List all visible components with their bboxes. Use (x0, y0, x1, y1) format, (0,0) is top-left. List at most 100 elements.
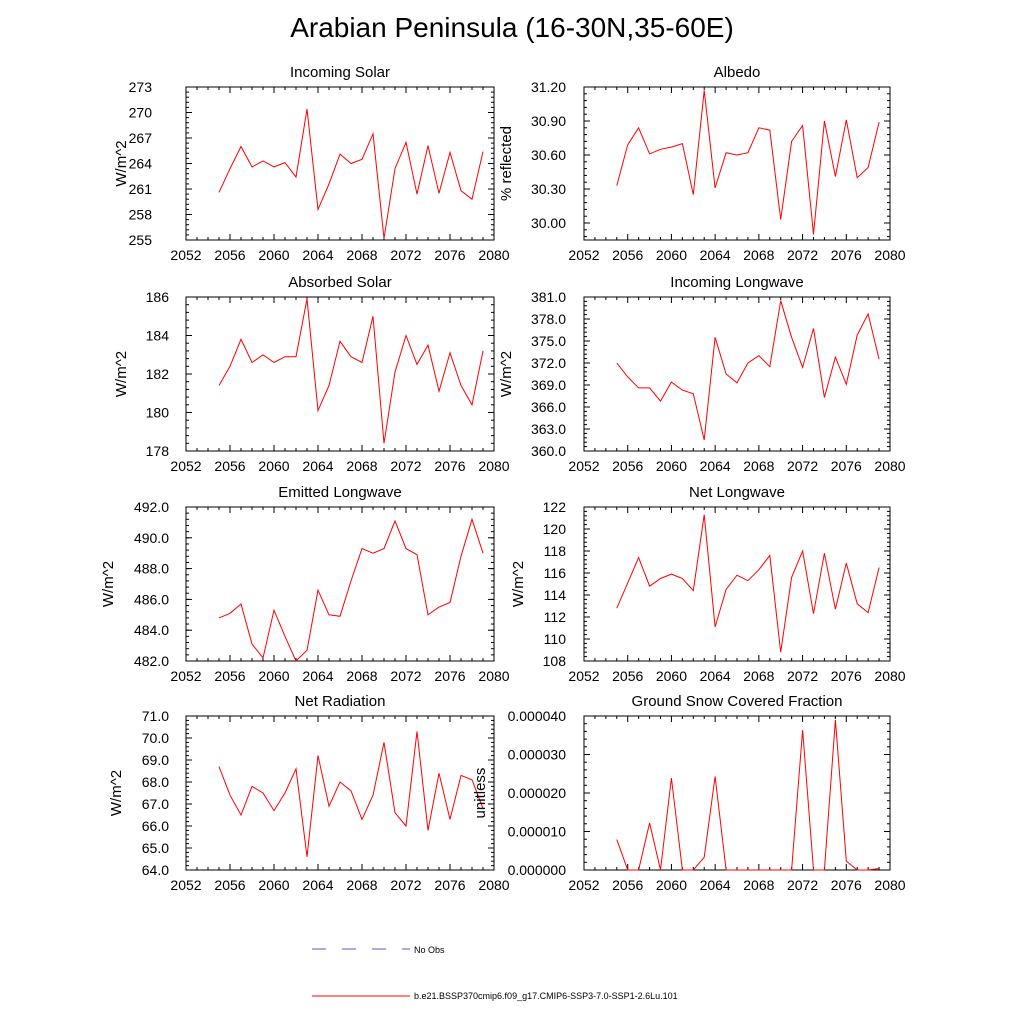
series-line (616, 90, 880, 235)
plot-frame (583, 715, 891, 871)
y-tick-label: 258 (129, 207, 153, 223)
x-tick-label: 2060 (656, 668, 687, 684)
y-tick-label: 488.0 (134, 561, 169, 577)
y-tick-label: 0.000000 (508, 862, 567, 878)
x-tick-label: 2068 (743, 247, 774, 263)
x-tick-label: 2072 (390, 247, 421, 263)
plot-frame (583, 506, 891, 662)
y-tick-label: 492.0 (134, 499, 169, 515)
x-tick-label: 2076 (434, 877, 465, 893)
x-tick-label: 2080 (478, 458, 509, 474)
x-tick-label: 2076 (831, 877, 862, 893)
plot-frame (583, 296, 891, 452)
y-tick-label: 68.0 (142, 774, 169, 790)
x-tick-label: 2052 (568, 668, 599, 684)
legend: No Obs b.e21.BSSP370cmip6.f09_g17.CMIP6-S… (312, 945, 678, 1001)
y-tick-label: 378.0 (531, 311, 566, 327)
x-tick-label: 2052 (170, 247, 201, 263)
y-tick-label: 267 (129, 130, 153, 146)
y-tick-label: 122 (543, 499, 567, 515)
figure-title: Arabian Peninsula (16-30N,35-60E) (290, 12, 734, 43)
panel-8: Ground Snow Covered Fraction unitless 2052… (472, 693, 906, 893)
x-tick-label: 2052 (568, 458, 599, 474)
y-tick-label: 369.0 (531, 377, 566, 393)
x-tick-label: 2068 (346, 877, 377, 893)
y-axis-label: W/m^2 (113, 140, 130, 186)
x-tick-label: 2064 (302, 877, 333, 893)
y-tick-label: 184 (146, 328, 170, 344)
panel-6: Net Longwave W/m^2 2052 2056 2060 2064 2068 207… (510, 484, 906, 684)
x-tick-label: 2076 (831, 247, 862, 263)
y-tick-label: 65.0 (142, 840, 169, 856)
x-tick-label: 2060 (656, 877, 687, 893)
x-tick-label: 2052 (568, 877, 599, 893)
x-tick-label: 2080 (874, 247, 905, 263)
x-tick-label: 2068 (346, 247, 377, 263)
y-tick-label: 178 (146, 443, 170, 459)
x-tick-label: 2076 (831, 458, 862, 474)
panel-title: Incoming Solar (290, 64, 390, 81)
y-tick-label: 255 (129, 232, 153, 248)
plot-frame (583, 86, 891, 241)
x-tick-label: 2052 (170, 668, 201, 684)
series-line (218, 298, 484, 444)
x-tick-label: 2064 (700, 458, 731, 474)
x-tick-label: 2072 (787, 668, 818, 684)
x-tick-label: 2076 (434, 668, 465, 684)
y-tick-label: 118 (544, 543, 567, 559)
legend-label-no-obs: No Obs (414, 945, 445, 955)
series-line (616, 300, 880, 441)
x-tick-label: 2080 (478, 877, 509, 893)
x-tick-label: 2056 (612, 458, 643, 474)
panel-title: Emitted Longwave (278, 484, 401, 501)
x-tick-label: 2072 (787, 247, 818, 263)
x-tick-label: 2068 (346, 458, 377, 474)
y-tick-label: 366.0 (531, 399, 566, 415)
panel-title: Net Longwave (689, 484, 785, 501)
x-tick-label: 2056 (612, 877, 643, 893)
panel-title: Incoming Longwave (670, 274, 803, 291)
x-tick-label: 2060 (258, 247, 289, 263)
x-tick-label: 2056 (214, 458, 245, 474)
y-tick-label: 360.0 (531, 443, 566, 459)
y-tick-label: 182 (146, 366, 170, 382)
panel-title: Albedo (714, 64, 761, 81)
y-tick-label: 71.0 (142, 708, 169, 724)
panel-title: Ground Snow Covered Fraction (632, 693, 843, 710)
y-tick-label: 486.0 (134, 591, 169, 607)
panel-5: Emitted Longwave W/m^2 2052 2056 2060 2064 206… (100, 484, 510, 684)
x-tick-label: 2072 (787, 458, 818, 474)
x-tick-label: 2060 (258, 458, 289, 474)
plot-frame (185, 715, 495, 871)
x-tick-label: 2064 (700, 668, 731, 684)
y-tick-label: 30.30 (531, 181, 566, 197)
y-tick-label: 66.0 (142, 818, 169, 834)
x-tick-label: 2064 (700, 877, 731, 893)
x-tick-label: 2052 (170, 458, 201, 474)
y-axis-label: % reflected (498, 126, 515, 201)
series-line (218, 731, 484, 857)
y-tick-label: 375.0 (531, 333, 566, 349)
y-tick-label: 120 (543, 521, 567, 537)
x-tick-label: 2056 (612, 247, 643, 263)
y-tick-label: 0.000030 (508, 747, 567, 763)
y-axis-label: unitless (472, 768, 489, 819)
x-tick-label: 2064 (302, 668, 333, 684)
y-axis-label: W/m^2 (498, 351, 515, 397)
legend-label-model: b.e21.BSSP370cmip6.f09_g17.CMIP6-SSP3-7.… (414, 991, 678, 1001)
x-tick-label: 2060 (656, 458, 687, 474)
series-line (616, 719, 880, 871)
x-tick-label: 2068 (743, 877, 774, 893)
y-tick-label: 69.0 (142, 752, 169, 768)
plot-frame (185, 296, 495, 452)
x-tick-label: 2072 (787, 877, 818, 893)
x-tick-label: 2080 (874, 877, 905, 893)
series-line (218, 517, 484, 662)
y-tick-label: 186 (146, 289, 170, 305)
y-tick-label: 363.0 (531, 421, 566, 437)
y-tick-label: 264 (129, 156, 153, 172)
x-tick-label: 2064 (700, 247, 731, 263)
x-tick-label: 2080 (874, 458, 905, 474)
y-tick-label: 112 (544, 609, 567, 625)
